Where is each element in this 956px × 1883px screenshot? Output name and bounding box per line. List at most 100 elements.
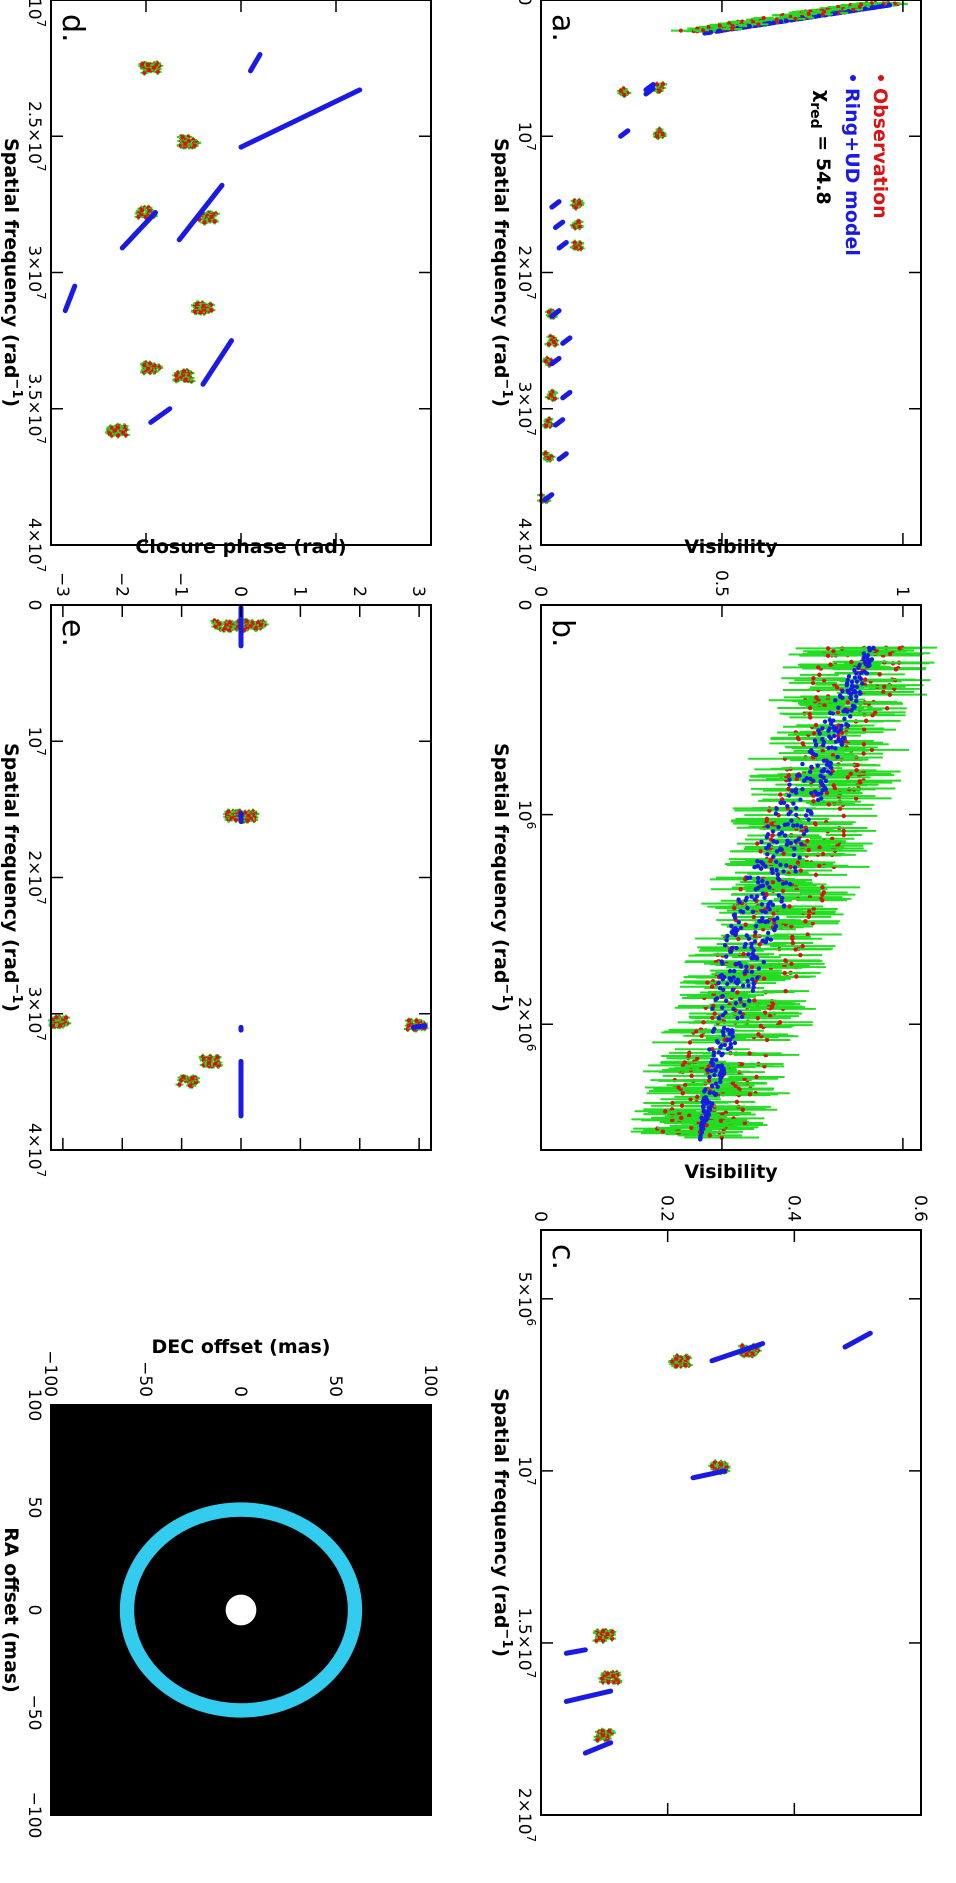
- model-point: [787, 881, 793, 887]
- observation-point: [789, 924, 794, 929]
- x-axis-title: Spatial frequency (rad−1): [490, 1388, 514, 1657]
- axis-frame-b: [540, 604, 922, 1151]
- model-point: [827, 726, 832, 731]
- model-point: [763, 909, 768, 915]
- observation-point: [893, 667, 899, 672]
- x-axis-title-text: Spatial frequency: [490, 743, 512, 933]
- observation-point: [788, 864, 793, 870]
- observation-point: [807, 909, 812, 914]
- model-point: [729, 945, 735, 951]
- x-tick-label-main: 3.5×10: [24, 373, 44, 436]
- model-point: [828, 765, 834, 770]
- x-tick-label: 3×107: [24, 245, 48, 299]
- model-point: [724, 954, 729, 959]
- model-point: [816, 13, 822, 19]
- model-point: [806, 817, 811, 822]
- x-tick-label-exponent: 6: [524, 822, 538, 830]
- model-point: [778, 19, 784, 25]
- observation-point: [143, 214, 148, 220]
- observation-point: [813, 722, 819, 728]
- model-point: [798, 797, 803, 802]
- observation-point: [751, 914, 757, 920]
- model-point: [739, 1014, 745, 1020]
- observation-point: [761, 976, 767, 981]
- observation-point: [600, 1629, 606, 1634]
- model-point: [854, 679, 860, 684]
- x-tick-label-main: 4×10: [24, 518, 44, 565]
- model-point: [783, 18, 789, 24]
- model-point: [724, 937, 729, 943]
- model-point: [765, 930, 771, 936]
- x-axis-title-space: [0, 327, 22, 334]
- model-point: [699, 1125, 704, 1131]
- observation-point: [774, 17, 779, 22]
- model-segment: [560, 389, 573, 401]
- observation-point: [605, 1631, 610, 1637]
- model-point: [842, 716, 847, 722]
- x-tick-label-exponent: 7: [524, 428, 538, 436]
- model-point: [845, 723, 851, 728]
- y-tick-label: 0: [530, 1211, 550, 1222]
- observation-point: [881, 689, 886, 695]
- observation-point: [820, 851, 826, 857]
- observation-point: [816, 665, 821, 670]
- model-point: [744, 933, 749, 938]
- model-point: [749, 941, 754, 947]
- observation-point: [115, 425, 121, 430]
- observation-point: [857, 4, 862, 9]
- x-tick-label-exponent: 7: [34, 436, 48, 444]
- model-point: [819, 781, 824, 786]
- model-point: [732, 1040, 738, 1046]
- model-point: [775, 872, 780, 877]
- observation-point: [688, 1097, 693, 1102]
- x-tick-label-main: 2×10: [514, 245, 534, 292]
- observation-point: [682, 1082, 688, 1088]
- observation-point: [544, 423, 549, 429]
- observation-point: [543, 450, 548, 456]
- model-point: [745, 875, 750, 881]
- x-tick-label: 107: [514, 122, 538, 151]
- x-tick-label: 0: [514, 0, 534, 5]
- model-point: [797, 855, 802, 860]
- model-point: [751, 981, 756, 986]
- observation-point: [183, 141, 188, 146]
- observation-point: [735, 990, 740, 995]
- model-point: [862, 6, 868, 12]
- observation-point: [577, 200, 582, 205]
- model-point: [742, 970, 747, 975]
- observation-point: [682, 1362, 688, 1368]
- model-point: [701, 1120, 707, 1126]
- model-segment: [552, 219, 566, 231]
- observation-point: [817, 672, 822, 678]
- model-segment: [563, 1647, 588, 1656]
- observation-point: [174, 377, 179, 382]
- observation-point: [660, 1129, 665, 1134]
- observation-point: [743, 922, 748, 927]
- model-point: [841, 709, 846, 714]
- model-point: [836, 729, 841, 735]
- model-point: [712, 1072, 717, 1078]
- model-point: [864, 671, 870, 676]
- x-tick-label-exponent: 7: [524, 1671, 538, 1679]
- model-point: [827, 717, 833, 723]
- model-point: [773, 924, 779, 929]
- y-axis-title: Visibility: [684, 536, 778, 558]
- x-tick-label: 106: [514, 800, 538, 829]
- model-point: [840, 689, 845, 694]
- model-point: [755, 875, 761, 881]
- model-point: [734, 961, 739, 967]
- observation-point: [793, 16, 798, 21]
- model-point: [781, 869, 786, 874]
- axis-frame-c: [540, 1229, 922, 1816]
- observation-point: [757, 942, 762, 947]
- model-point: [877, 4, 883, 9]
- observation-point: [758, 849, 763, 854]
- observation-point: [787, 904, 792, 909]
- model-point: [738, 997, 743, 1002]
- observation-point: [682, 1060, 687, 1065]
- observation-point: [139, 208, 145, 213]
- model-point: [750, 909, 756, 915]
- model-point: [720, 1005, 725, 1010]
- model-point: [744, 964, 749, 969]
- model-point: [721, 1066, 726, 1071]
